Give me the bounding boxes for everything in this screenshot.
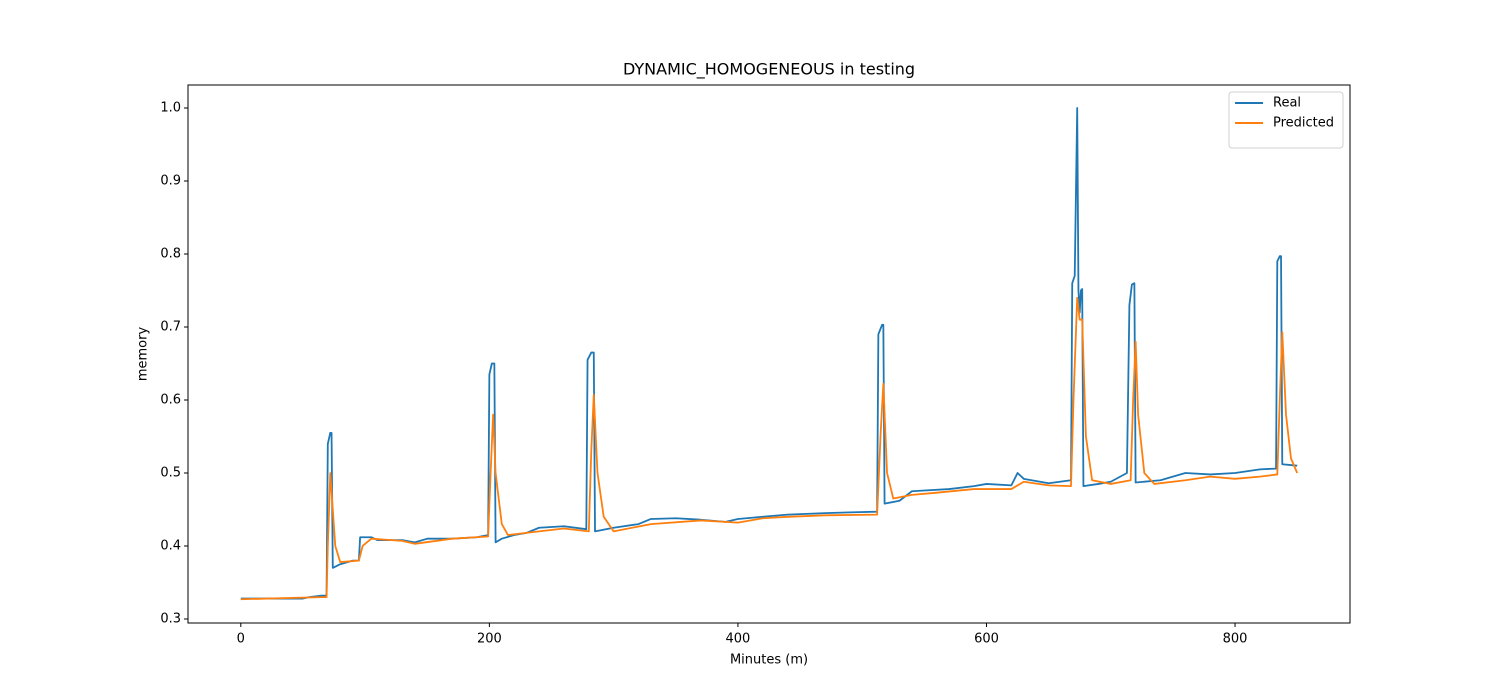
- y-tick-label: 0.8: [160, 246, 181, 261]
- x-tick-label: 0: [237, 632, 245, 647]
- legend-box: [1228, 91, 1344, 149]
- x-tick-label: 800: [1223, 632, 1248, 647]
- y-tick-label: 0.9: [160, 173, 181, 188]
- line-series: [240, 107, 1298, 600]
- y-tick-label: 0.6: [160, 392, 181, 407]
- x-tick-label: 400: [726, 632, 751, 647]
- plot-frame: [187, 84, 1351, 624]
- x-tick-label: 200: [477, 632, 502, 647]
- line-series: [240, 296, 1299, 601]
- y-tick-label: 0.7: [160, 319, 181, 334]
- legend-label: Real: [1273, 96, 1301, 111]
- legend-label: Predicted: [1273, 116, 1334, 131]
- y-tick-label: 0.3: [160, 611, 181, 626]
- y-tick-label: 1.0: [160, 100, 181, 115]
- legend: Real Predicted: [1228, 91, 1344, 149]
- x-axis-label: Minutes (m): [730, 653, 808, 668]
- y-axis-label: memory: [136, 327, 151, 382]
- x-tick-label: 600: [974, 632, 999, 647]
- chart-title: DYNAMIC_HOMOGENEOUS in testing: [623, 60, 915, 80]
- y-tick-label: 0.4: [160, 538, 181, 553]
- y-tick-label: 0.5: [160, 465, 181, 480]
